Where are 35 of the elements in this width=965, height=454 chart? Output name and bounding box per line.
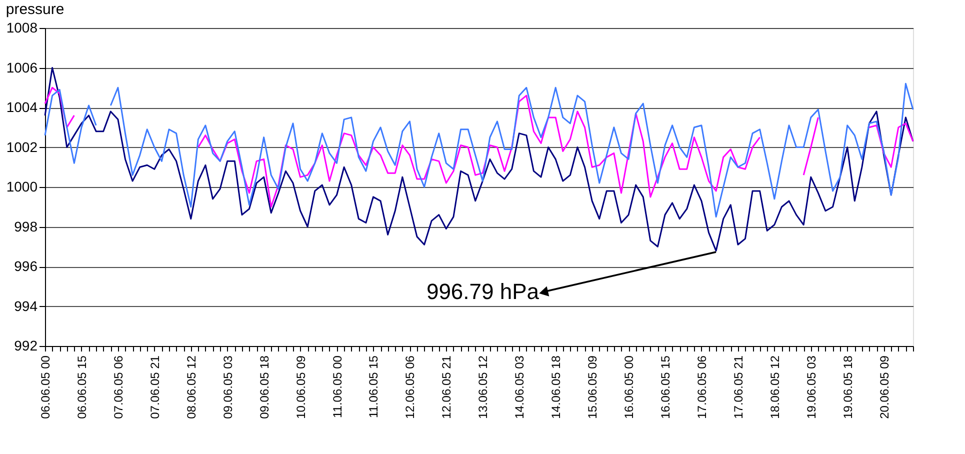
x-tick-label: 11.06.05 15 [366,355,381,418]
x-tick-label: 16.06.05 00 [622,355,636,419]
x-tick-label: 13.06.05 12 [476,355,490,419]
x-tick-label: 06.06.05 00 [38,355,52,419]
y-tick-label: 1008 [6,20,38,36]
x-tick-label: 11.06.05 00 [330,355,344,418]
x-tick-label: 15.06.05 09 [586,355,600,419]
x-tick-label: 12.06.05 21 [440,355,454,419]
y-tick-label: 994 [14,298,38,314]
y-tick-label: 1006 [6,59,38,76]
x-tick-label: 17.06.05 21 [731,355,746,419]
x-tick-label: 10.06.05 09 [294,355,308,419]
x-tick-label: 19.06.05 18 [840,355,855,419]
x-tick-label: 07.06.05 06 [111,355,126,419]
x-tick-label: 20.06.05 09 [877,355,892,419]
y-tick-label: 996 [14,258,38,274]
chart-title: pressure [6,1,64,18]
annotation: 996.79 hPa [426,279,540,304]
y-tick-label: 1002 [6,138,38,155]
x-tick-label: 16.06.05 15 [658,355,672,419]
y-tick-label: 1004 [6,99,38,115]
x-tick-label: 06.06.05 15 [74,355,89,419]
x-tick-label: 14.06.05 18 [549,355,564,419]
y-tick-label: 998 [14,218,38,234]
x-tick-label: 14.06.05 03 [512,355,527,419]
x-tick-label: 12.06.05 06 [403,355,418,419]
x-tick-label: 08.06.05 12 [184,355,198,419]
x-tick-label: 09.06.05 18 [257,355,272,419]
x-tick-label: 17.06.05 06 [694,355,709,419]
y-tick-label: 1000 [6,178,38,194]
x-tick-label: 09.06.05 03 [220,355,235,419]
y-tick-label: 992 [14,338,38,354]
x-tick-label: 18.06.05 12 [768,355,782,419]
x-tick-label: 19.06.05 03 [804,355,818,419]
x-tick-label: 07.06.05 21 [148,355,162,419]
